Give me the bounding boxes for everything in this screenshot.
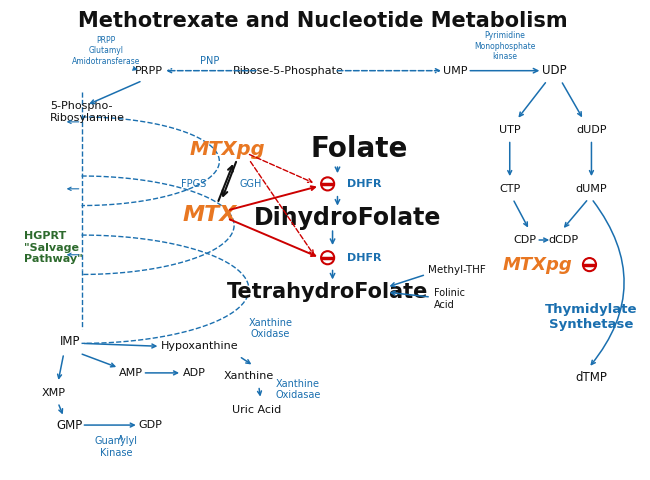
Text: UMP: UMP — [443, 66, 468, 76]
Text: DHFR: DHFR — [347, 179, 382, 189]
Text: Methyl-THF: Methyl-THF — [428, 264, 486, 275]
Text: Pyrimidine
Monophosphate
kinase: Pyrimidine Monophosphate kinase — [474, 31, 536, 61]
Text: MTXpg: MTXpg — [189, 140, 265, 159]
Circle shape — [323, 179, 332, 189]
Text: DHFR: DHFR — [347, 252, 382, 263]
Text: PRPP
Glutamyl
Amidotransferase: PRPP Glutamyl Amidotransferase — [72, 36, 140, 66]
Text: GDP: GDP — [138, 420, 162, 430]
Text: GMP: GMP — [57, 419, 83, 432]
Text: dUMP: dUMP — [576, 184, 607, 194]
Text: AMP: AMP — [119, 368, 143, 378]
Text: Xanthine: Xanthine — [224, 371, 274, 381]
Text: dUDP: dUDP — [576, 125, 606, 135]
Text: HGPRT
"Salvage
Pathway": HGPRT "Salvage Pathway" — [25, 231, 83, 264]
Text: Folinic
Acid: Folinic Acid — [434, 288, 465, 310]
Text: Thymidylate
Synthetase: Thymidylate Synthetase — [545, 303, 638, 331]
Circle shape — [320, 177, 335, 191]
Text: Folate: Folate — [311, 135, 408, 163]
Text: FPGS: FPGS — [181, 179, 207, 189]
Text: Xanthine
Oxidasae: Xanthine Oxidasae — [276, 379, 321, 400]
Circle shape — [584, 260, 594, 269]
Text: CDP: CDP — [513, 235, 536, 245]
Text: MTXpg: MTXpg — [502, 256, 572, 274]
Text: DihydroFolate: DihydroFolate — [254, 206, 441, 230]
Text: PRPP: PRPP — [135, 66, 162, 76]
Text: Uric Acid: Uric Acid — [232, 405, 281, 415]
Text: Guanylyl
Kinase: Guanylyl Kinase — [94, 436, 138, 457]
Text: ADP: ADP — [183, 368, 206, 378]
Text: Ribose-5-Phosphate: Ribose-5-Phosphate — [233, 66, 344, 76]
Circle shape — [320, 251, 335, 264]
Text: IMP: IMP — [59, 335, 80, 348]
Text: dTMP: dTMP — [575, 372, 607, 384]
Text: Xanthine
Oxidase: Xanthine Oxidase — [248, 318, 292, 339]
Text: GGH: GGH — [239, 179, 261, 189]
Text: XMP: XMP — [42, 387, 66, 397]
Text: MTX: MTX — [182, 205, 237, 226]
Text: Hypoxanthine: Hypoxanthine — [161, 341, 239, 351]
Text: CTP: CTP — [499, 184, 521, 194]
Text: TetrahydroFolate: TetrahydroFolate — [227, 282, 428, 302]
Text: PNP: PNP — [200, 56, 219, 66]
Text: 5-Phospho-
Ribosylamine: 5-Phospho- Ribosylamine — [50, 101, 125, 123]
Circle shape — [323, 253, 332, 263]
Text: Methotrexate and Nucleotide Metabolism: Methotrexate and Nucleotide Metabolism — [78, 12, 567, 32]
Text: dCDP: dCDP — [549, 235, 579, 245]
Circle shape — [582, 258, 596, 272]
Text: UDP: UDP — [541, 64, 566, 77]
Text: UTP: UTP — [499, 125, 521, 135]
